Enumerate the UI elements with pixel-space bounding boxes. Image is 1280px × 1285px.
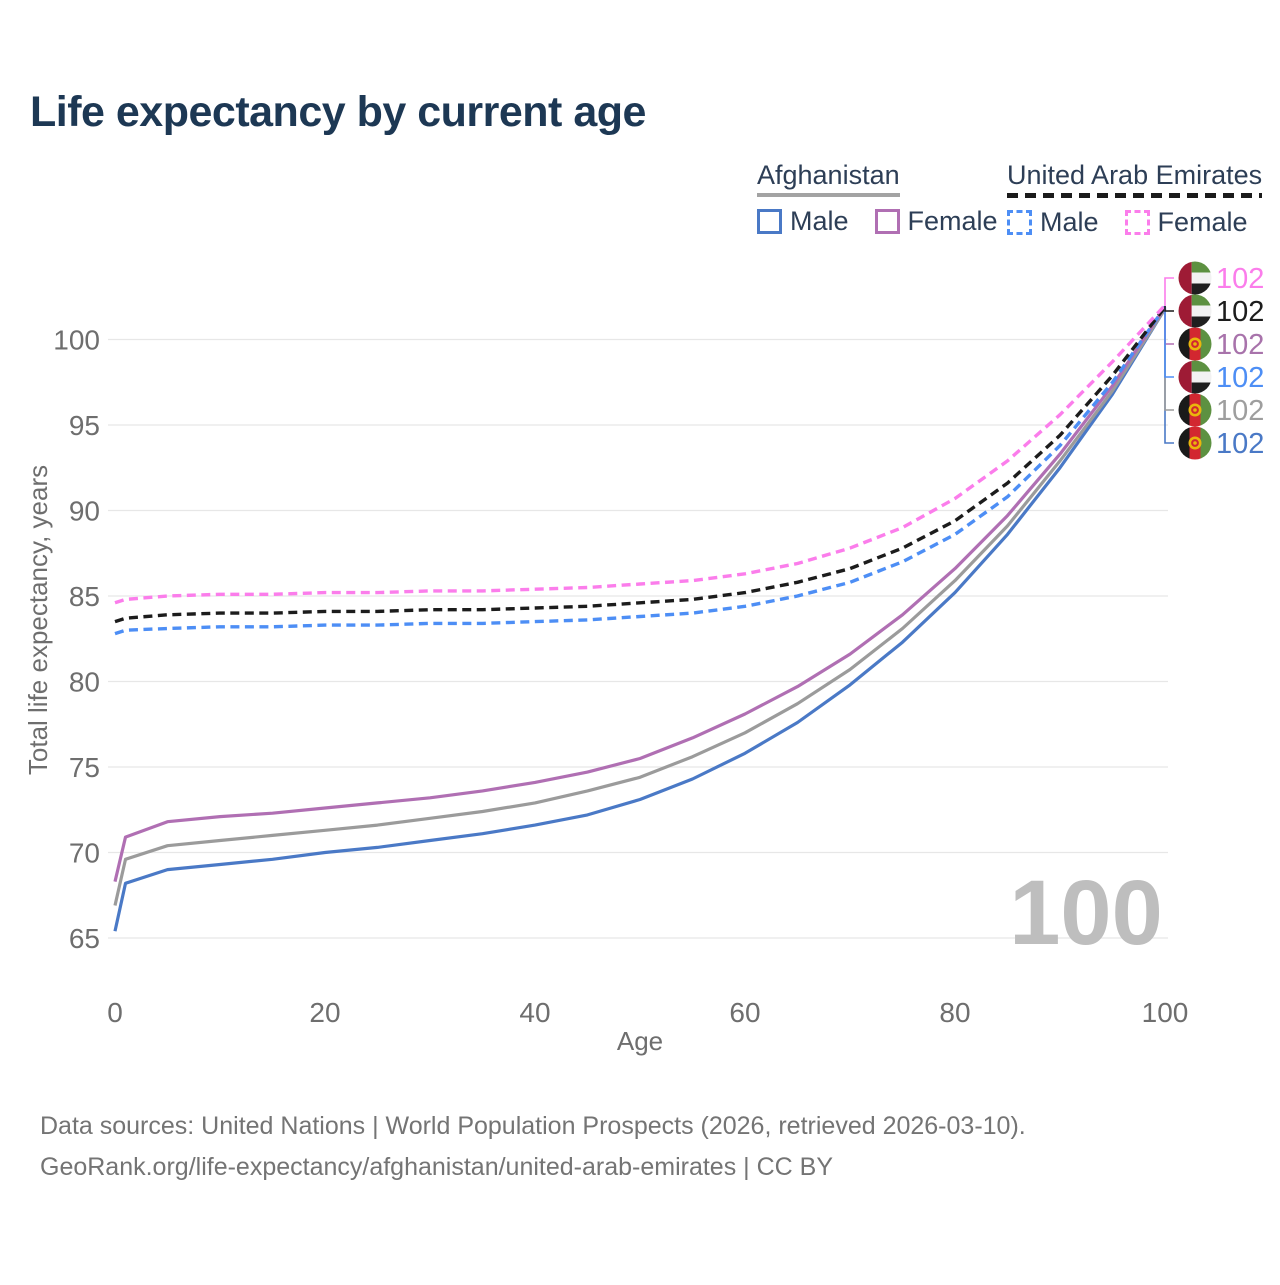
leader-line-afghanistan-all — [1164, 306, 1174, 411]
series-line-uae-female — [114, 304, 1167, 605]
flag-icon-uae — [1178, 294, 1212, 328]
series-line-uae-all — [114, 305, 1167, 624]
x-tick-label: 40 — [519, 997, 550, 1028]
afghanistan-female-swatch-icon — [874, 208, 900, 234]
series-end-label-afghanistan-all: 102 — [1216, 395, 1264, 427]
legend-label-male: Male — [1040, 207, 1099, 237]
age-indicator-watermark: 100 — [1009, 862, 1163, 964]
leader-line-uae-male — [1164, 306, 1174, 378]
uae-male-swatch-icon — [1007, 209, 1032, 235]
legend-row: Male Female — [757, 207, 998, 235]
legend-group-afghanistan: Afghanistan Male Female — [757, 160, 998, 235]
x-tick-label: 80 — [939, 997, 970, 1028]
flag-icon-uae — [1178, 261, 1212, 295]
flag-icon-afghanistan — [1178, 393, 1212, 427]
series-end-label-afghanistan-female: 102 — [1216, 329, 1264, 361]
flag-icon-afghanistan — [1178, 327, 1212, 361]
data-source-line: Data sources: United Nations | World Pop… — [40, 1112, 1026, 1140]
series-end-label-uae-all: 102 — [1216, 296, 1264, 328]
flag-icon-afghanistan — [1178, 426, 1212, 460]
legend-group-uae: United Arab Emirates Male Female — [1007, 160, 1263, 236]
x-tick-label: 0 — [107, 997, 123, 1028]
series-line-afghanistan-all — [113, 307, 1167, 906]
legend-label-male: Male — [790, 206, 849, 236]
series-line-afghanistan-male — [113, 307, 1167, 932]
leader-line-uae-female — [1164, 277, 1174, 306]
legend-country-label: United Arab Emirates — [1007, 160, 1263, 190]
uae-female-swatch-icon — [1124, 209, 1150, 235]
y-tick-label: 85 — [69, 581, 100, 612]
y-tick-label: 70 — [69, 838, 100, 869]
afghanistan-line-style-sample — [757, 193, 900, 197]
y-tick-label: 100 — [53, 325, 100, 356]
x-tick-label: 20 — [309, 997, 340, 1028]
legend-row: Male Female — [1007, 208, 1262, 236]
series-line-afghanistan-female — [113, 306, 1167, 882]
series-end-label-uae-male: 102 — [1216, 362, 1264, 394]
series-line-uae-male — [114, 306, 1167, 636]
y-tick-label: 75 — [69, 752, 100, 783]
y-axis-title: Total life expectancy, years — [23, 465, 53, 775]
legend-item-afghanistan-male[interactable]: Male — [757, 207, 849, 235]
legend-item-uae-male[interactable]: Male — [1007, 208, 1099, 236]
legend-label-female: Female — [907, 206, 998, 236]
source-url-line[interactable]: GeoRank.org/life-expectancy/afghanistan/… — [40, 1153, 834, 1181]
series-end-label-uae-female: 102 — [1216, 263, 1264, 295]
legend-country-label: Afghanistan — [757, 160, 900, 190]
y-tick-label: 65 — [69, 923, 100, 954]
x-axis-title: Age — [617, 1026, 663, 1056]
x-tick-label: 100 — [1142, 997, 1189, 1028]
legend-item-afghanistan-female[interactable]: Female — [874, 206, 998, 236]
y-tick-label: 90 — [69, 496, 100, 527]
legend-country-uae[interactable]: United Arab Emirates — [1007, 160, 1263, 198]
uae-line-style-sample — [1007, 193, 1263, 198]
leader-line-afghanistan-male — [1164, 306, 1174, 444]
afghanistan-male-swatch-icon — [757, 208, 782, 234]
y-tick-label: 95 — [69, 410, 100, 441]
x-tick-label: 60 — [729, 997, 760, 1028]
legend-label-female: Female — [1157, 207, 1248, 237]
legend-item-uae-female[interactable]: Female — [1124, 207, 1248, 237]
page-title: Life expectancy by current age — [30, 88, 646, 136]
series-end-label-afghanistan-male: 102 — [1216, 428, 1264, 460]
leader-line-uae-all — [1164, 306, 1174, 312]
flag-icon-uae — [1178, 360, 1212, 394]
legend-country-afghanistan[interactable]: Afghanistan — [757, 160, 900, 197]
footer: Data sources: United Nations | World Pop… — [40, 1106, 1026, 1188]
y-tick-label: 80 — [69, 667, 100, 698]
